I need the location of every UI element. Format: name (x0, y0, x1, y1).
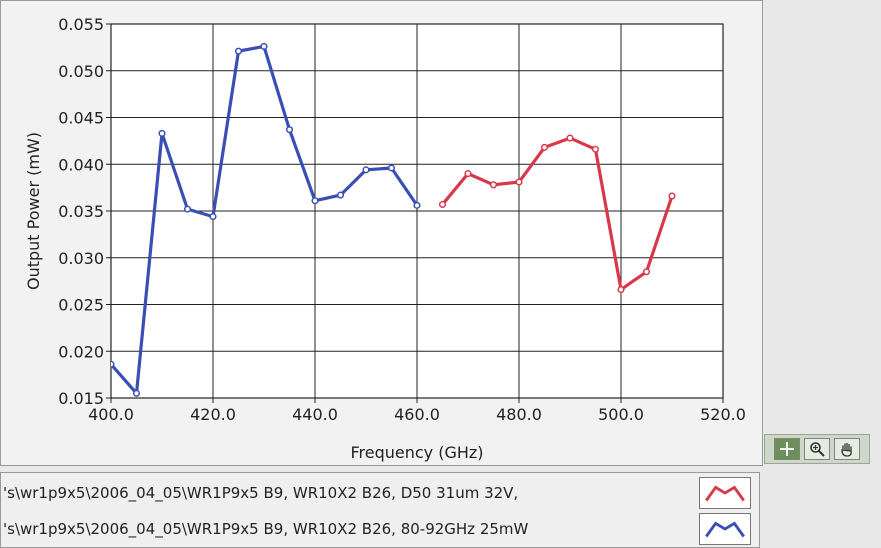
data-point (387, 164, 396, 172)
x-tick-label: 440.0 (292, 405, 338, 424)
zoom-icon (810, 442, 825, 457)
data-point (336, 191, 345, 199)
legend-row-1[interactable]: 's\wr1p9x5\2006_04_05\WR1P9x5 B9, WR10X2… (1, 475, 759, 511)
data-point (566, 134, 574, 142)
data-point (668, 192, 676, 200)
data-point (285, 126, 294, 134)
y-tick-label: 0.045 (58, 109, 104, 128)
data-point (132, 389, 141, 397)
tick-labels: 400.0 420.0 440.0 460.0 480.0 500.0 520.0 0.015… (58, 15, 746, 424)
y-tick-label: 0.050 (58, 62, 104, 81)
y-tick-label: 0.015 (58, 389, 104, 408)
legend-label: 's\wr1p9x5\2006_04_05\WR1P9x5 B9, WR10X2… (3, 520, 529, 538)
y-tick-label: 0.030 (58, 249, 104, 268)
data-point (413, 201, 421, 209)
plot-area[interactable]: 400.0 420.0 440.0 460.0 480.0 500.0 520.0 0.015… (1, 1, 764, 467)
data-point (234, 47, 243, 55)
pan-hand-icon (841, 442, 852, 457)
y-tick-label: 0.025 (58, 296, 104, 315)
y-tick-label: 0.040 (58, 155, 104, 174)
data-point (515, 178, 523, 186)
x-tick-label: 460.0 (394, 405, 440, 424)
data-point (158, 129, 166, 137)
legend-swatch-blue[interactable] (699, 513, 751, 545)
data-point (617, 285, 625, 294)
data-point (489, 181, 498, 189)
series-line-2 (441, 136, 674, 292)
data-point (438, 200, 447, 209)
data-point (540, 143, 549, 151)
legend-row-2[interactable]: 's\wr1p9x5\2006_04_05\WR1P9x5 B9, WR10X2… (1, 511, 759, 547)
legend-swatch-red[interactable] (699, 477, 751, 509)
graph-palette (764, 434, 870, 464)
graph-frame: 400.0 420.0 440.0 460.0 480.0 500.0 520.0 0.015… (0, 0, 763, 466)
y-tick-label: 0.020 (58, 342, 104, 361)
data-point (111, 360, 115, 368)
plot-legend: 's\wr1p9x5\2006_04_05\WR1P9x5 B9, WR10X2… (0, 472, 760, 548)
x-axis-title: Frequency (GHz) (350, 443, 483, 462)
crosshair-icon (780, 442, 794, 456)
y-tick-label: 0.055 (58, 15, 104, 34)
y-tick-label: 0.035 (58, 202, 104, 221)
x-tick-label: 400.0 (88, 405, 134, 424)
data-point (591, 145, 600, 153)
data-point (642, 268, 651, 276)
x-tick-label: 480.0 (496, 405, 542, 424)
data-point (209, 213, 217, 221)
zoom-tool-button[interactable] (804, 438, 830, 460)
x-tick-label: 520.0 (700, 405, 746, 424)
x-tick-label: 500.0 (598, 405, 644, 424)
series-layer (111, 42, 676, 397)
data-point (260, 42, 268, 50)
data-point (464, 170, 472, 178)
data-point (362, 166, 370, 174)
x-tick-label: 420.0 (190, 405, 236, 424)
grid-lines (106, 23, 724, 403)
y-axis-title: Output Power (mW) (24, 132, 43, 290)
data-point (183, 205, 192, 213)
pan-tool-button[interactable] (834, 438, 860, 460)
legend-label: 's\wr1p9x5\2006_04_05\WR1P9x5 B9, WR10X2… (3, 484, 519, 502)
data-point (311, 197, 319, 205)
cursor-tool-button[interactable] (774, 438, 800, 460)
